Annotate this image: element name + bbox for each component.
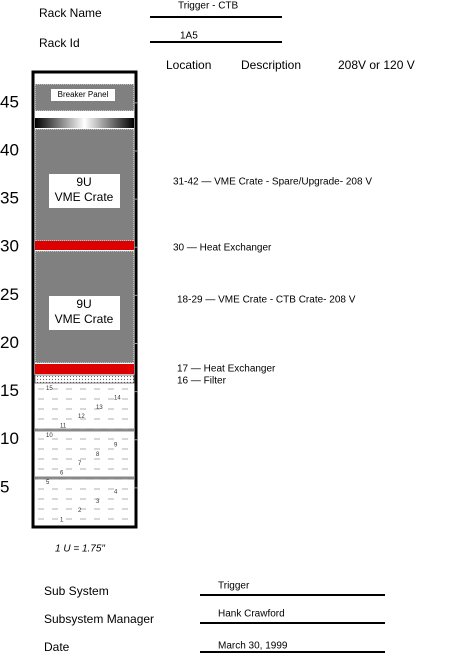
label: Rack Name xyxy=(39,6,102,20)
slot-number: 8 xyxy=(96,452,100,458)
slot-number: 12 xyxy=(78,414,85,420)
label: Date xyxy=(44,640,70,654)
slot-number: 11 xyxy=(60,424,67,430)
u-scale-label: 25 xyxy=(0,285,19,304)
heat-exchanger xyxy=(35,364,134,374)
column-header: Description xyxy=(241,58,301,72)
value: 1A5 xyxy=(180,31,198,42)
slot-number: 15 xyxy=(46,386,53,392)
value: March 30, 1999 xyxy=(218,641,288,652)
u-scale-label: 20 xyxy=(0,333,19,352)
label: Sub System xyxy=(44,584,109,598)
u-scale-label: 40 xyxy=(0,140,19,159)
heat-exchanger xyxy=(35,241,134,250)
filter xyxy=(34,374,135,384)
label-box xyxy=(49,296,120,330)
slot-number: 7 xyxy=(78,461,82,467)
label: Rack Id xyxy=(39,36,80,50)
annotation: 18-29 — VME Crate - CTB Crate- 208 V xyxy=(177,295,356,306)
label-box xyxy=(51,89,115,101)
blank-panel xyxy=(35,118,134,128)
value: Trigger xyxy=(218,581,250,592)
label: 9U xyxy=(76,297,91,311)
slot-number: 9 xyxy=(114,442,118,448)
u-scale-label: 45 xyxy=(0,92,19,111)
u-scale-label: 10 xyxy=(0,429,19,448)
slot-number: 2 xyxy=(78,508,82,514)
label-box xyxy=(49,174,120,208)
annotation: 30 — Heat Exchanger xyxy=(173,243,272,254)
value: Trigger - CTB xyxy=(178,1,239,12)
annotation: 31-42 — VME Crate - Spare/Upgrade- 208 V xyxy=(173,177,372,188)
slot-number: 3 xyxy=(96,499,100,505)
column-header: Location xyxy=(166,58,211,72)
u-scale-label: 15 xyxy=(0,381,19,400)
column-header: 208V or 120 V xyxy=(338,58,415,72)
value: Hank Crawford xyxy=(218,609,285,620)
label: VME Crate xyxy=(55,312,114,326)
label: 9U xyxy=(76,175,91,189)
slot-number: 13 xyxy=(96,405,103,411)
u-scale-label: 35 xyxy=(0,189,19,208)
slot-number: 10 xyxy=(46,433,53,439)
label: Breaker Panel xyxy=(58,90,109,99)
unit-note: 1 U = 1.75" xyxy=(55,544,105,555)
label: VME Crate xyxy=(55,190,114,204)
label: Subsystem Manager xyxy=(44,612,154,626)
slot-number: 14 xyxy=(114,395,121,401)
annotation: 17 — Heat Exchanger xyxy=(177,364,276,375)
u-scale-label: 30 xyxy=(0,237,19,256)
annotation: 16 — Filter xyxy=(177,376,227,387)
slot-number: 1 xyxy=(60,518,64,524)
slot-number: 5 xyxy=(46,480,50,486)
u-scale-label: 5 xyxy=(0,477,9,496)
slot-number: 6 xyxy=(60,471,64,477)
slot-number: 4 xyxy=(114,489,118,495)
